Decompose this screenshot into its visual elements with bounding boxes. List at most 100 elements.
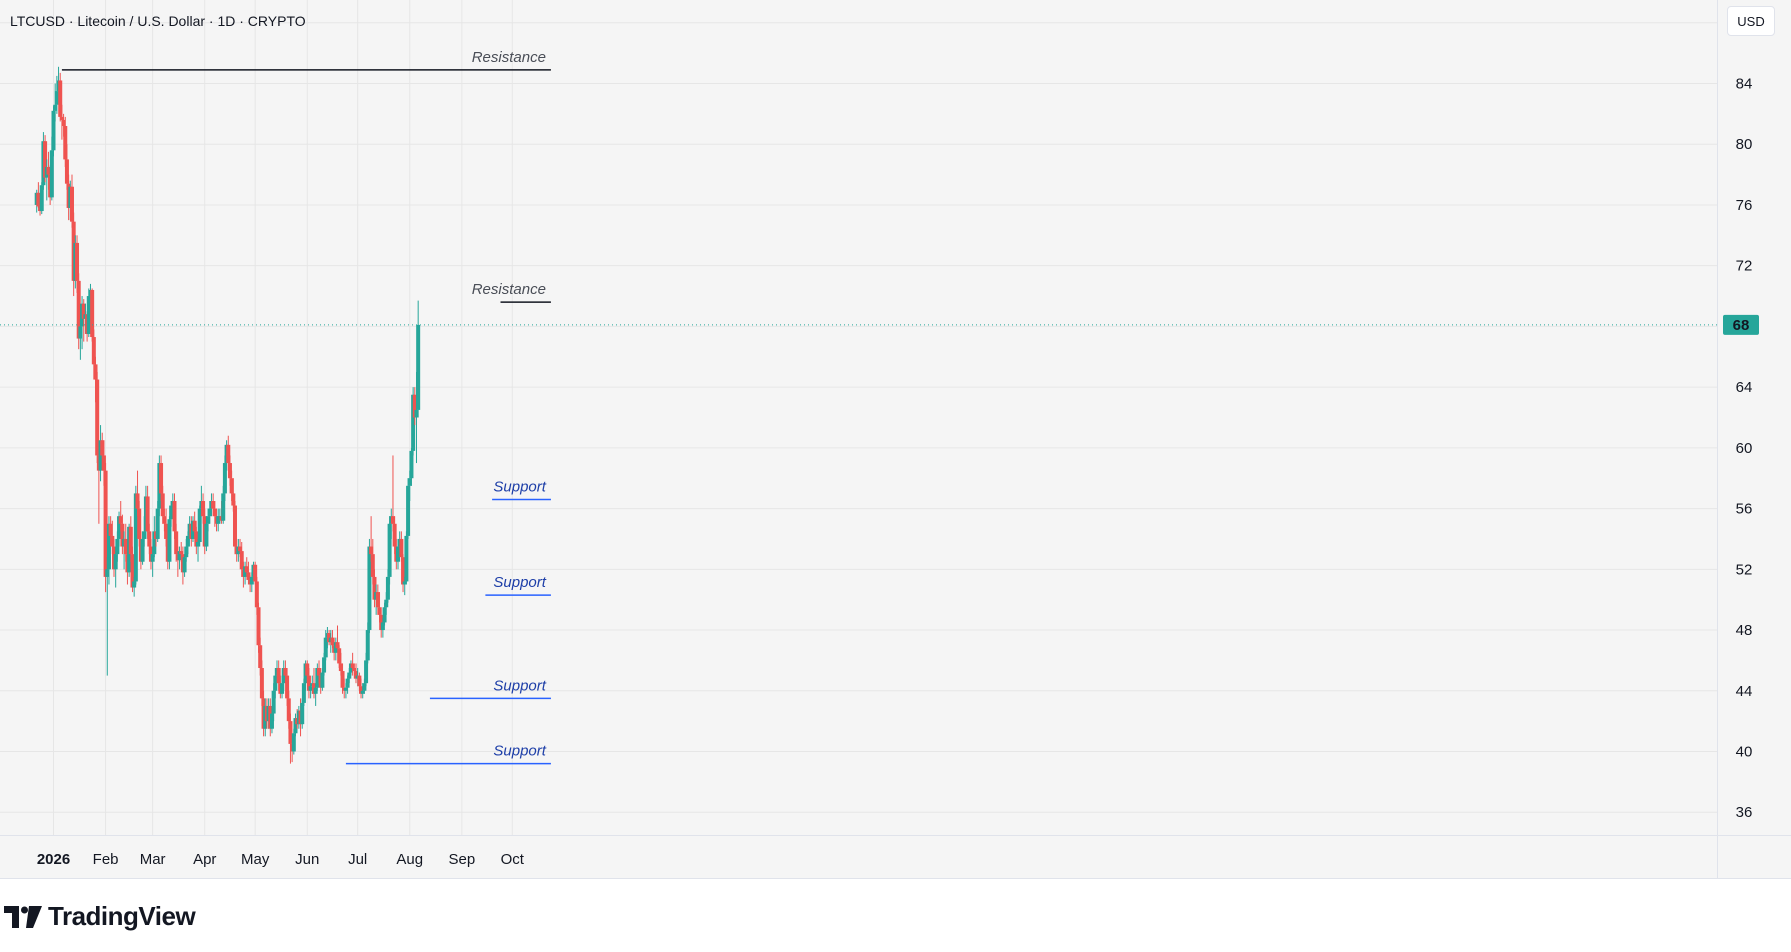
candle-body — [357, 675, 362, 687]
footer: TradingView — [0, 878, 1791, 952]
candle-body — [108, 523, 113, 536]
candle-body — [253, 564, 258, 582]
candle-body — [63, 126, 68, 160]
candle-body — [117, 516, 122, 539]
x-tick-label: May — [241, 851, 270, 868]
candle-body — [347, 672, 352, 679]
x-tick-label: Mar — [140, 851, 166, 868]
candle-body — [169, 505, 174, 520]
candle-body — [76, 280, 81, 339]
x-tick-label: Jun — [295, 851, 319, 868]
time-axis[interactable]: 2026 Feb Mar Apr May Jun Jul Aug Sep Oct — [0, 835, 1791, 869]
candle-body — [249, 576, 254, 585]
candle-body — [322, 657, 327, 673]
candle-body — [162, 516, 167, 524]
candle-body — [409, 450, 414, 479]
last-price-value: 68 — [1733, 317, 1750, 334]
candle-body — [49, 150, 54, 198]
candle-body — [132, 581, 137, 588]
chart-area[interactable]: Resistance Resistance Support Support Suppor… — [0, 0, 1791, 878]
candle-body — [201, 501, 206, 517]
candle-body — [380, 622, 385, 631]
candle-body — [184, 546, 189, 558]
candle-body — [343, 687, 348, 691]
candle-body — [229, 478, 234, 494]
candle-body — [130, 554, 135, 588]
x-tick-label: Oct — [501, 851, 525, 868]
candle-body — [375, 592, 380, 608]
tradingview-logo-icon — [4, 905, 42, 928]
support-label: Support — [493, 478, 546, 495]
candle-body — [288, 721, 293, 744]
candle-body — [61, 119, 66, 127]
y-tick-label: 52 — [1736, 561, 1753, 578]
candle-body — [128, 526, 133, 555]
candle-body — [135, 493, 140, 509]
candle-body — [293, 718, 298, 734]
candle-body — [182, 557, 187, 573]
candle-body — [276, 668, 281, 684]
candle-body — [238, 546, 243, 552]
candle-body — [404, 535, 409, 582]
candle-body — [106, 523, 111, 570]
candle-body — [305, 663, 310, 676]
candle-body — [335, 642, 340, 649]
candle-body — [54, 91, 59, 105]
candle-body — [81, 303, 86, 319]
candle-body — [300, 702, 305, 725]
y-tick-label: 36 — [1736, 804, 1753, 821]
candle-body — [207, 508, 212, 517]
y-tick-label: 56 — [1736, 501, 1753, 518]
price-axis[interactable]: 364044485256606468727680848868 — [1717, 0, 1760, 878]
candle-body — [206, 516, 211, 524]
candle-body — [39, 185, 44, 212]
currency-button[interactable]: USD — [1727, 6, 1775, 36]
candle-body — [192, 520, 197, 532]
candle-body — [362, 683, 367, 691]
candle-body — [406, 485, 411, 536]
candle-body — [155, 508, 160, 539]
candle-body — [227, 463, 232, 479]
candle-body — [402, 581, 407, 585]
candle-body — [414, 409, 419, 418]
candle-body — [254, 581, 259, 608]
candle-body — [350, 663, 355, 668]
price-levels: Resistance Resistance Support Support Suppor… — [61, 49, 551, 765]
candlestick-chart[interactable]: Resistance Resistance Support Support Suppor… — [0, 0, 1791, 878]
brand[interactable]: TradingView — [4, 901, 196, 932]
candle-body — [167, 519, 172, 562]
candle-body — [387, 523, 392, 577]
candle-body — [103, 470, 108, 577]
y-tick-label: 60 — [1736, 440, 1753, 457]
candle-body — [64, 159, 69, 184]
candle-body — [411, 394, 416, 451]
y-tick-label: 72 — [1736, 258, 1753, 275]
candle-body — [232, 505, 237, 547]
candle-body — [370, 554, 375, 577]
x-tick-label: 2026 — [37, 851, 70, 868]
candle-body — [360, 690, 365, 694]
candle-body — [281, 668, 286, 684]
candle-body — [231, 493, 236, 506]
candle-body — [286, 698, 291, 722]
candle-body — [369, 546, 374, 555]
candle-body — [120, 523, 125, 547]
candle-body — [364, 660, 369, 684]
candle-body — [137, 508, 142, 539]
y-tick-label: 84 — [1736, 76, 1753, 93]
candle-body — [53, 104, 58, 111]
candle-body — [118, 516, 123, 524]
x-tick-label: Jul — [348, 851, 367, 868]
y-tick-label: 44 — [1736, 683, 1753, 700]
x-tick-label: Apr — [193, 851, 216, 868]
candle-body — [140, 538, 145, 562]
candle-body — [91, 337, 96, 365]
candle-body — [164, 523, 169, 539]
y-tick-label: 40 — [1736, 744, 1753, 761]
candle-body — [353, 671, 358, 679]
candle-body — [78, 326, 83, 339]
candle-body — [216, 516, 221, 524]
candle-body — [269, 713, 274, 729]
candle-body — [113, 554, 118, 570]
candle-body — [101, 455, 106, 471]
